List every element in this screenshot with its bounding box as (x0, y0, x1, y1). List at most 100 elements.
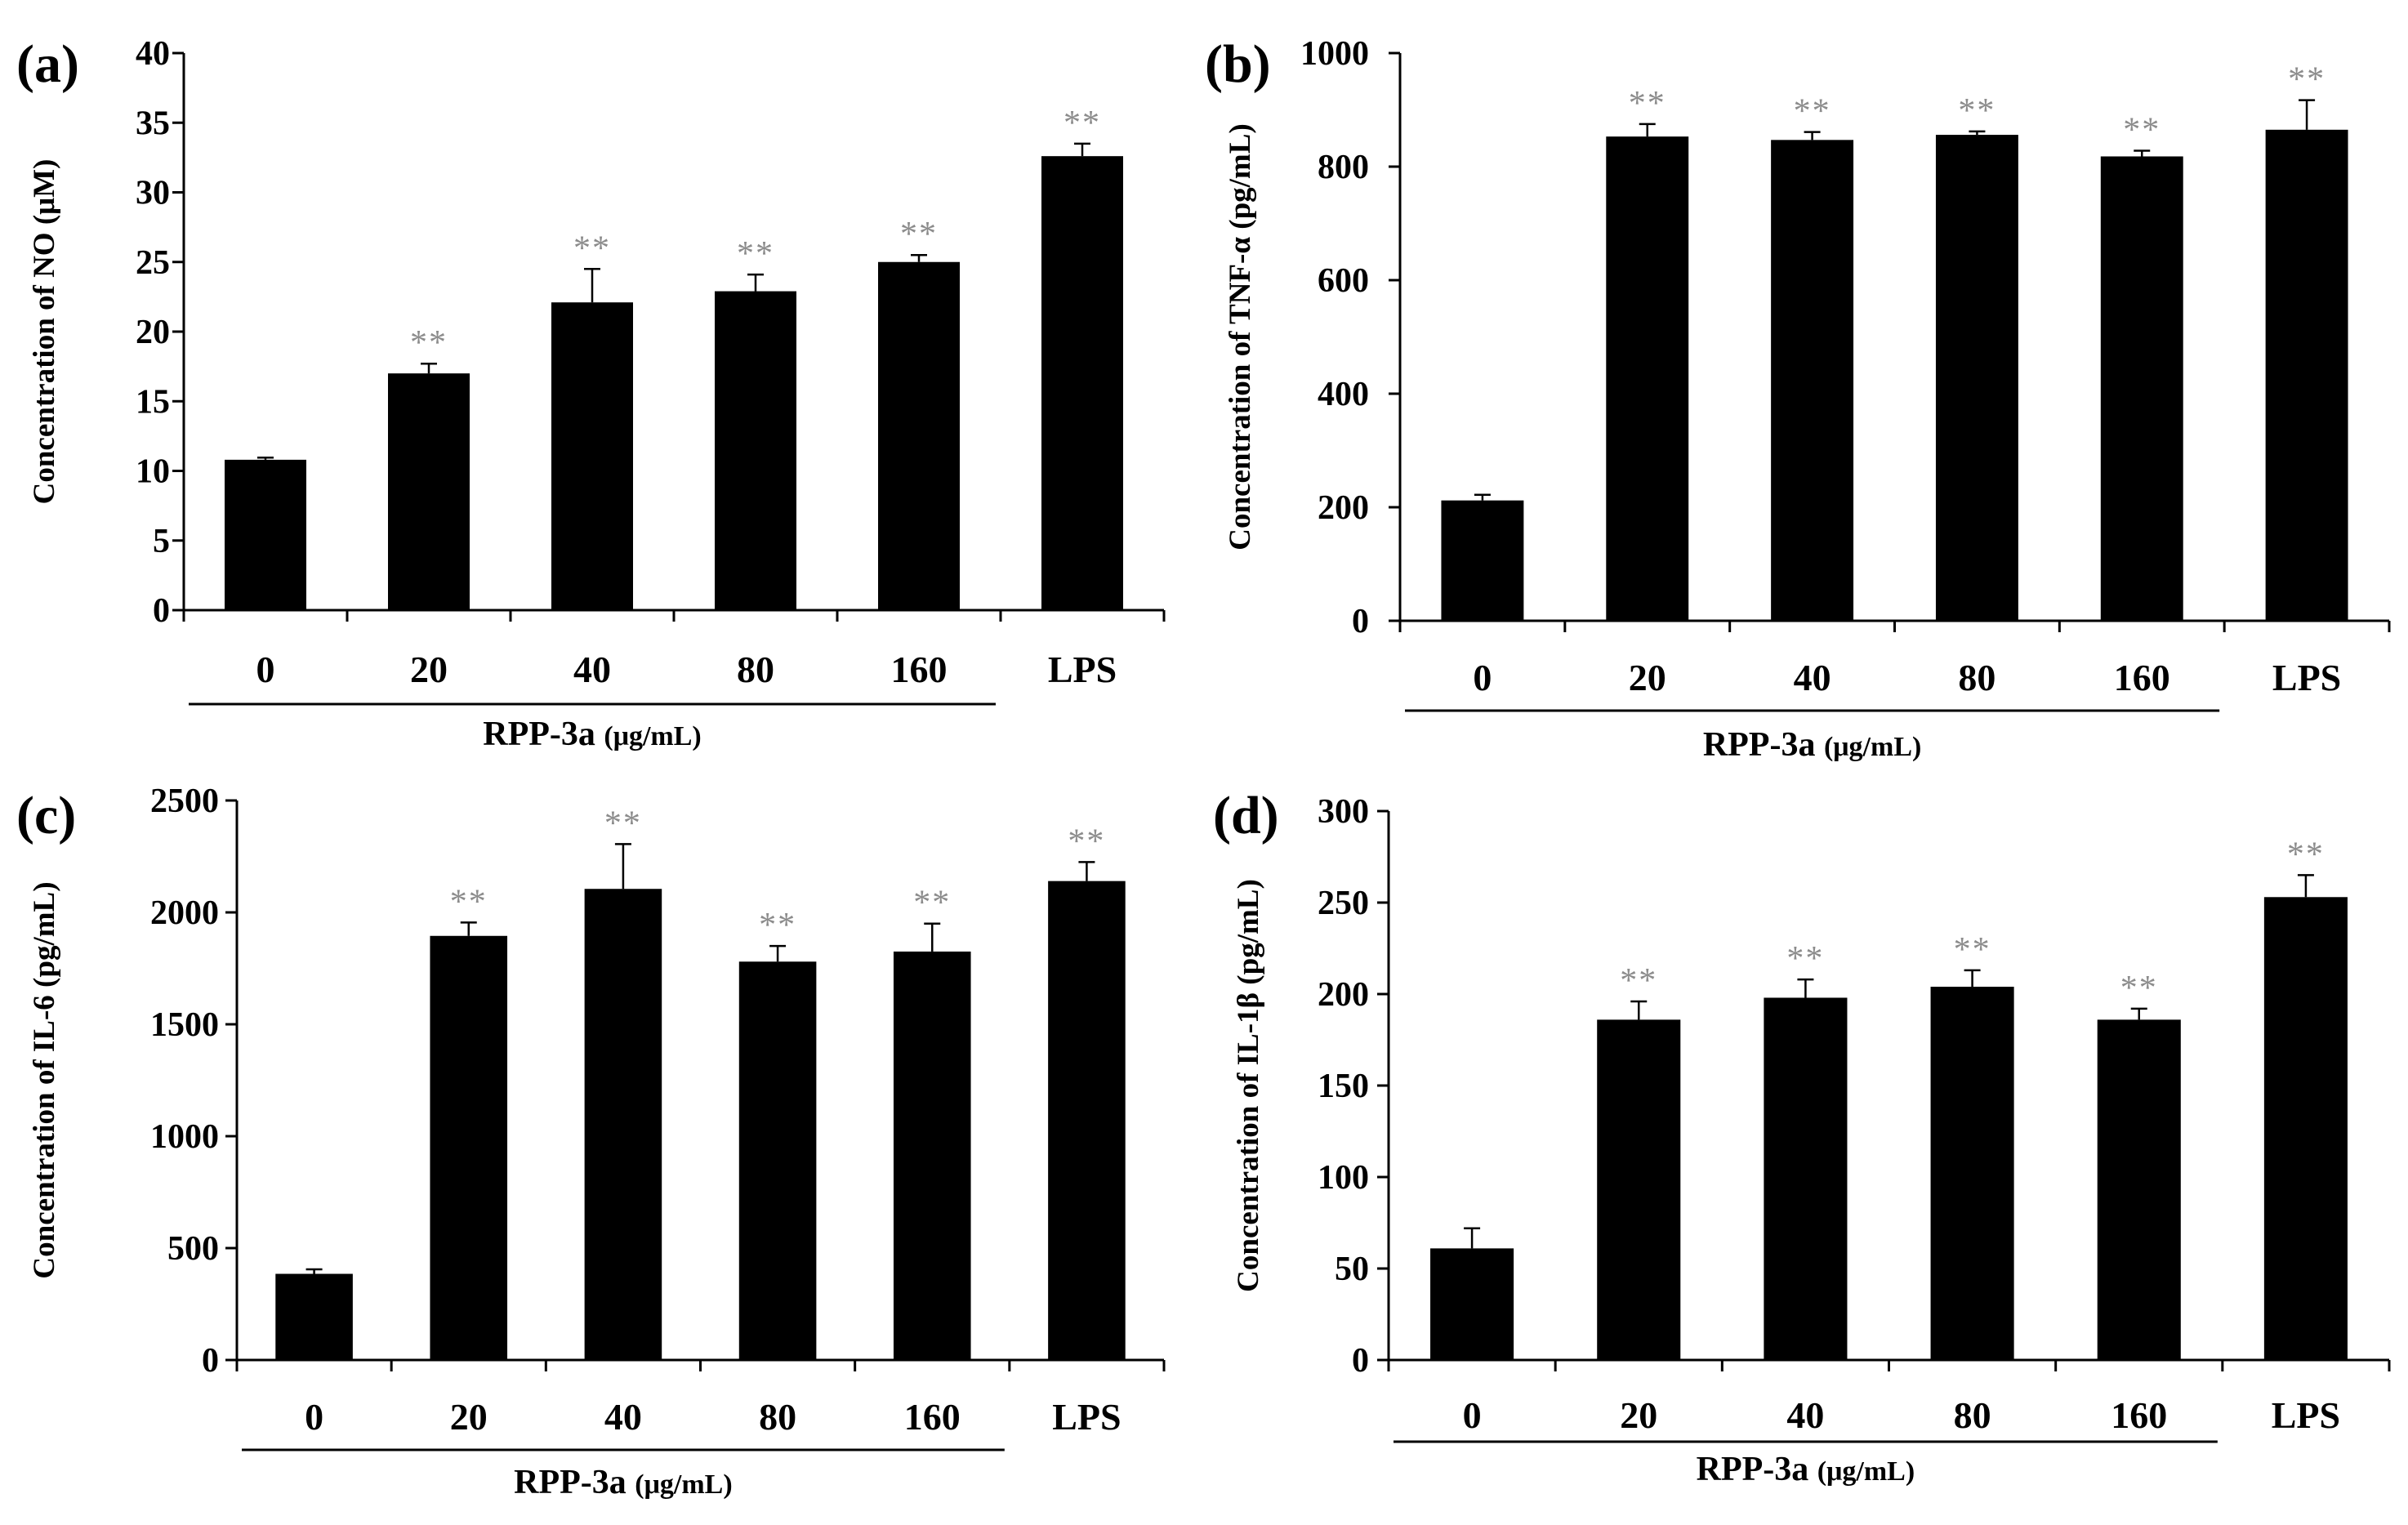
bar-40 (584, 889, 662, 1360)
bar-20 (1606, 136, 1689, 622)
y-tick-label: 25 (136, 244, 170, 282)
significance-marker: ** (1629, 85, 1666, 123)
y-tick-label: 500 (167, 1230, 219, 1268)
significance-marker: ** (1620, 962, 1657, 1000)
x-category-label: 80 (737, 649, 774, 690)
y-axis-label: Concentration of NO (μM) (28, 159, 61, 505)
y-tick-label: 150 (1318, 1068, 1369, 1105)
x-category-label: 40 (1786, 1394, 1824, 1436)
x-category-label: 80 (1954, 1394, 1991, 1436)
bar-80 (715, 291, 796, 610)
y-tick-label: 50 (1335, 1251, 1369, 1288)
x-category-label: 80 (759, 1396, 796, 1438)
y-tick-label: 200 (1318, 976, 1369, 1014)
panel-letter: (b) (1205, 34, 1271, 94)
significance-marker: ** (2123, 112, 2161, 149)
significance-marker: ** (2287, 836, 2325, 873)
y-tick-label: 40 (136, 35, 170, 73)
panel-letter: (a) (16, 34, 79, 94)
significance-marker: ** (2120, 970, 2158, 1007)
y-tick-label: 100 (1318, 1159, 1369, 1197)
x-category-label: LPS (2272, 657, 2341, 698)
group-label-name: RPP-3a (514, 1464, 635, 1501)
y-axis-label: Concentration of TNF-α (pg/mL) (1224, 123, 1257, 551)
group-label: RPP-3a (μg/mL) (1697, 1451, 1915, 1488)
y-axis-label: Concentration of IL-1β (pg/mL) (1232, 879, 1265, 1292)
bar-0 (225, 459, 306, 610)
chart-panel-3: (c) Concentration of IL-6 (pg/mL) 0 500 1000… (16, 783, 1166, 1501)
x-category-label: LPS (2272, 1394, 2340, 1436)
bar-0 (275, 1273, 353, 1360)
x-category-label: 0 (1473, 657, 1492, 698)
y-axis-label: Concentration of IL-6 (pg/mL) (28, 881, 61, 1278)
group-label-name: RPP-3a (1703, 726, 1824, 764)
group-label: RPP-3a (μg/mL) (483, 716, 702, 753)
y-tick-label: 0 (1352, 603, 1369, 640)
bar-160 (2100, 156, 2183, 622)
significance-marker: ** (1794, 93, 1831, 131)
group-label-name: RPP-3a (1697, 1451, 1817, 1488)
y-tick-label: 0 (1352, 1342, 1369, 1380)
y-tick-label: 300 (1318, 793, 1369, 831)
x-category-label: 40 (604, 1396, 642, 1438)
bar-160 (2097, 1019, 2181, 1360)
y-tick-label: 1000 (150, 1118, 219, 1156)
significance-marker: ** (410, 324, 448, 362)
y-tick-label: 15 (136, 383, 170, 421)
panel-letter: (d) (1213, 786, 1279, 845)
chart-panel-1: (a) Concentration of NO (μM) 0 5 10 15 20 25 30 3… (16, 34, 1166, 753)
y-tick-label: 250 (1318, 885, 1369, 922)
bar-20 (1597, 1019, 1681, 1360)
significance-marker: ** (900, 216, 938, 253)
bar-LPS (2263, 897, 2348, 1360)
group-label-unit: (μg/mL) (635, 1469, 732, 1500)
y-tick-label: 2500 (150, 783, 219, 820)
y-tick-label: 800 (1318, 149, 1369, 186)
y-tick-label: 2000 (150, 894, 219, 932)
significance-marker: ** (2288, 61, 2326, 99)
bar-40 (551, 302, 633, 610)
y-tick-label: 600 (1318, 262, 1369, 300)
x-category-label: 40 (573, 649, 611, 690)
panel-letter: (c) (16, 786, 76, 845)
x-category-label: 20 (1620, 1394, 1657, 1436)
significance-marker: ** (573, 230, 611, 267)
significance-marker: ** (759, 907, 796, 944)
bar-160 (893, 951, 971, 1360)
x-category-label: LPS (1048, 649, 1117, 690)
x-category-label: 160 (2111, 1394, 2167, 1436)
x-category-label: LPS (1052, 1396, 1121, 1438)
bar-80 (738, 961, 817, 1360)
significance-marker: ** (913, 885, 951, 922)
bar-80 (1935, 135, 2018, 621)
x-category-label: 160 (904, 1396, 961, 1438)
y-tick-label: 400 (1318, 376, 1369, 413)
significance-marker: ** (1068, 823, 1105, 860)
bar-40 (1764, 997, 1848, 1360)
bar-160 (878, 261, 960, 610)
x-category-label: 0 (256, 649, 275, 690)
significance-marker: ** (737, 235, 774, 273)
x-category-label: 80 (1958, 657, 1996, 698)
significance-marker: ** (450, 883, 488, 921)
significance-marker: ** (1064, 105, 1101, 142)
y-tick-label: 20 (136, 314, 170, 351)
group-label-unit: (μg/mL) (1824, 732, 1921, 762)
significance-marker: ** (1958, 92, 1996, 130)
x-category-label: 40 (1794, 657, 1831, 698)
x-category-label: 160 (891, 649, 948, 690)
y-tick-label: 30 (136, 175, 170, 212)
y-tick-label: 0 (153, 592, 170, 630)
x-category-label: 160 (2114, 657, 2170, 698)
y-tick-label: 1000 (1300, 35, 1369, 73)
group-label-name: RPP-3a (483, 716, 604, 753)
x-category-label: 20 (1629, 657, 1666, 698)
group-label-unit: (μg/mL) (1817, 1456, 1915, 1487)
significance-marker: ** (1954, 931, 1991, 969)
bar-LPS (2265, 129, 2348, 621)
significance-marker: ** (604, 805, 642, 842)
y-tick-label: 5 (153, 523, 170, 560)
group-label: RPP-3a (μg/mL) (1703, 726, 1922, 764)
bar-LPS (1048, 881, 1126, 1360)
